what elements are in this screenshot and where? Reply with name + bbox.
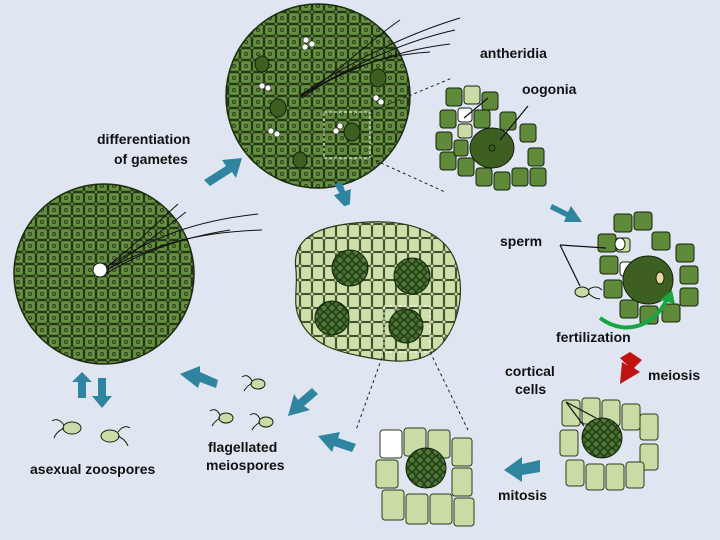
label-mitosis: mitosis	[498, 487, 547, 503]
arrow-down-asexual	[92, 378, 112, 408]
arrow-to-meiospores-bottom	[318, 432, 356, 452]
arrow-differentiation	[204, 158, 242, 186]
label-flagellated-2: meiospores	[206, 457, 285, 473]
zoom-line	[369, 77, 453, 113]
label-cortical-1: cortical	[505, 363, 555, 379]
fertilization-closeup	[597, 211, 699, 325]
cortical-pointer	[565, 401, 597, 419]
arrow-mitosis	[504, 457, 540, 482]
arrow-to-fertilization	[550, 204, 582, 222]
arrow-up-asexual	[72, 372, 92, 398]
arrow-meiosis	[620, 352, 642, 384]
arrow-to-left-thallus	[180, 366, 218, 388]
label-flagellated-1: flagellated	[208, 439, 277, 455]
cortical-pointer	[565, 401, 585, 427]
label-asexual-zoospores: asexual zoospores	[30, 461, 155, 477]
label-differentiation-2: of gametes	[114, 151, 188, 167]
fertilization-arrow-head	[660, 290, 675, 304]
mitosis-closeup	[375, 427, 475, 527]
gametangia-closeup	[435, 85, 547, 191]
sperm-pointer	[559, 244, 607, 249]
asexual-zoospores	[51, 419, 131, 447]
label-sperm: sperm	[500, 233, 542, 249]
sperm-pointer	[559, 244, 581, 287]
label-cortical-2: cells	[515, 381, 546, 397]
label-antheridia: antheridia	[480, 45, 547, 61]
zoom-line	[429, 351, 469, 431]
antheridia-pointer	[463, 97, 489, 119]
label-meiosis: meiosis	[648, 367, 700, 383]
oogonia-pointer	[499, 105, 529, 141]
zoom-line	[355, 351, 385, 431]
thallus-left-dark	[13, 183, 263, 365]
fertilization-arrow	[598, 295, 670, 330]
arrow-down-to-meiosporangia	[333, 181, 351, 207]
label-fertilization: fertilization	[556, 329, 631, 345]
cortical-cells-closeup	[559, 397, 659, 491]
sperm-cells	[574, 286, 603, 300]
thallus-light-meiosporangia	[294, 221, 462, 362]
arrow-to-meiospores	[288, 388, 318, 416]
meiospores	[209, 375, 274, 431]
thallus-top-dark	[225, 3, 461, 189]
zoom-line	[369, 157, 446, 193]
label-differentiation-1: differentiation	[97, 131, 190, 147]
label-oogonia: oogonia	[522, 81, 577, 97]
